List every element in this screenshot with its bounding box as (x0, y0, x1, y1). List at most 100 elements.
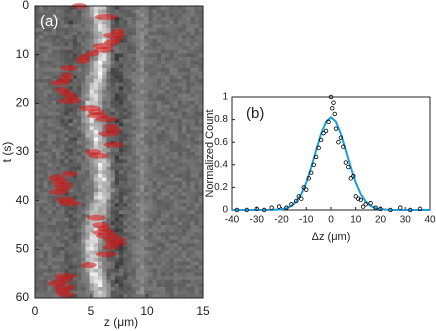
y-tick-label: 0.4 (214, 159, 228, 170)
pixel (111, 210, 116, 214)
pixel (157, 185, 162, 189)
red-spot (58, 98, 82, 104)
pixel (85, 17, 90, 21)
pixel (39, 258, 44, 262)
pixel (48, 57, 53, 61)
pixel (94, 269, 99, 273)
pixel (157, 90, 162, 94)
pixel (39, 185, 44, 189)
pixel (81, 240, 86, 244)
pixel (174, 21, 179, 25)
pixel (144, 254, 149, 258)
red-spot (57, 291, 75, 297)
pixel (148, 185, 153, 189)
pixel (98, 192, 103, 196)
pixel (182, 251, 187, 255)
pixel (73, 75, 78, 79)
pixel (35, 116, 40, 120)
pixel (43, 72, 48, 76)
pixel (157, 280, 162, 284)
pixel (169, 6, 174, 10)
pixel (182, 214, 187, 218)
pixel (186, 189, 191, 193)
pixel (178, 6, 183, 10)
pixel (64, 57, 69, 61)
pixel (190, 243, 195, 247)
pixel (81, 254, 86, 258)
pixel (165, 17, 170, 21)
pixel (190, 101, 195, 105)
pixel (153, 90, 158, 94)
pixel (195, 46, 200, 50)
pixel (132, 232, 137, 236)
pixel (90, 167, 95, 171)
pixel (182, 43, 187, 47)
pixel (94, 39, 99, 43)
pixel (153, 159, 158, 163)
pixel (85, 232, 90, 236)
pixel (140, 13, 145, 17)
pixel (98, 240, 103, 244)
pixel (35, 196, 40, 200)
pixel (73, 159, 78, 163)
pixel (169, 196, 174, 200)
pixel (136, 94, 141, 98)
pixel (77, 90, 82, 94)
pixel (60, 269, 65, 273)
pixel (81, 181, 86, 185)
pixel (174, 50, 179, 54)
pixel (195, 225, 200, 229)
pixel (178, 68, 183, 72)
pixel (136, 112, 141, 116)
x-tick-label: -40 (225, 215, 240, 226)
pixel (153, 280, 158, 284)
pixel (178, 181, 183, 185)
pixel (48, 225, 53, 229)
pixel (174, 170, 179, 174)
pixel (56, 254, 61, 258)
pixel (195, 262, 200, 266)
pixel (85, 43, 90, 47)
pixel (98, 167, 103, 171)
pixel (127, 240, 132, 244)
pixel (178, 145, 183, 149)
pixel (81, 232, 86, 236)
pixel (119, 163, 124, 167)
pixel (132, 53, 137, 57)
pixel (157, 272, 162, 276)
pixel (190, 83, 195, 87)
pixel (52, 199, 57, 203)
pixel (165, 178, 170, 182)
pixel (153, 178, 158, 182)
pixel (77, 218, 82, 222)
pixel (64, 43, 69, 47)
pixel (64, 254, 69, 258)
pixel (119, 159, 124, 163)
pixel (35, 174, 40, 178)
pixel (195, 276, 200, 280)
pixel (81, 68, 86, 72)
pixel (165, 207, 170, 211)
pixel (153, 199, 158, 203)
pixel (165, 218, 170, 222)
pixel (182, 112, 187, 116)
pixel (169, 232, 174, 236)
pixel (56, 232, 61, 236)
pixel (148, 181, 153, 185)
pixel (195, 167, 200, 171)
pixel (132, 46, 137, 50)
pixel (98, 24, 103, 28)
pixel (148, 199, 153, 203)
pixel (136, 225, 141, 229)
pixel (140, 68, 145, 72)
pixel (43, 276, 48, 280)
pixel (115, 291, 120, 295)
pixel (85, 119, 90, 123)
pixel (136, 101, 141, 105)
pixel (144, 126, 149, 130)
pixel (39, 167, 44, 171)
pixel (127, 75, 132, 79)
pixel (157, 35, 162, 39)
pixel (56, 6, 61, 10)
pixel (39, 46, 44, 50)
